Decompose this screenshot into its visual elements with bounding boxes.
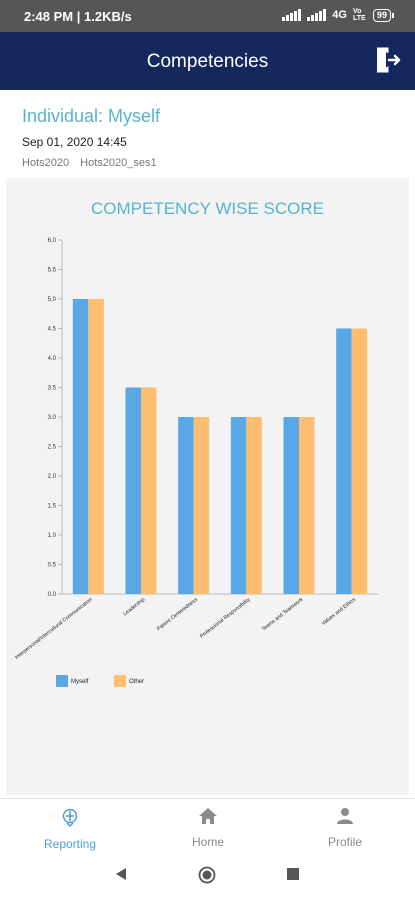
bar-myself [336,328,352,594]
bar-myself [72,299,89,594]
legend-swatch-myself [56,675,68,687]
network-type: 4G [332,9,347,21]
back-icon[interactable] [113,866,129,882]
bar-other [88,299,104,594]
page-title: Competencies [146,51,269,72]
bar-other [351,328,368,594]
nav-home[interactable]: Home [148,807,268,849]
system-nav-bar [0,853,415,900]
y-tick-label: 4.0 [48,356,57,362]
reporting-icon [62,808,78,828]
y-tick-label: 5.5 [48,268,57,274]
legend-label-other: Other [129,679,144,685]
bar-other [193,417,210,594]
individual-name: Individual: Myself [22,106,161,126]
signal-icon-2 [307,9,327,21]
nav-profile[interactable]: Profile [285,807,405,849]
x-tick-label: Leadership [122,597,146,618]
y-tick-label: 1.5 [48,504,57,510]
bar-other [141,387,157,594]
report-datetime: Sep 01, 2020 14:45 [22,135,127,149]
report-info: Individual: Myself Sep 01, 2020 14:45 Ho… [22,106,165,169]
nav-profile-label: Profile [327,835,362,849]
session-tags: Hots2020 Hots2020_ses1 [22,157,165,169]
status-time: 2:48 PM | 1.2KB/s [24,9,132,24]
x-tick-label: Professional Responsibility [199,597,252,640]
bar-other [299,417,315,594]
home-circle-icon[interactable] [198,866,216,884]
chart-card: COMPETENCY WISE SCORE 0.0 0.5 1.0 1.5 2.0 2.5… [6,178,409,795]
competency-bar-chart: 0.0 0.5 1.0 1.5 2.0 2.5 3.0 3.5 4.0 4.5 5.0 5.5 6.0 I… [14,238,378,687]
nav-home-label: Home [191,835,224,849]
battery-icon: 99 [372,8,395,22]
tag-session: Hots2020_ses1 [80,157,157,169]
bar-myself [283,417,299,594]
volte-indicator: Vo LTE [352,8,366,22]
logout-icon[interactable] [373,45,403,75]
y-tick-label: 4.5 [48,327,57,333]
x-tick-label: Interpersonal/Intercultural Communicatio… [14,597,94,661]
profile-icon [337,808,353,824]
y-tick-label: 3.0 [48,415,57,421]
y-tick-label: 3.5 [48,386,57,392]
x-tick-label: Teams and Teamwork [261,597,305,633]
recents-icon[interactable] [286,867,300,881]
y-tick-label: 0.0 [48,592,57,598]
x-tick-label: Values and Ethics [321,597,357,627]
bar-myself [125,387,141,594]
bar-other [246,417,262,594]
y-tick-label: 1.0 [48,533,57,539]
legend-label-myself: Myself [71,679,89,685]
tag-event: Hots2020 [22,157,70,169]
y-tick-label: 2.0 [48,474,57,480]
nav-reporting-label: Reporting [43,837,97,851]
y-tick-label: 0.5 [48,563,57,569]
chart-title: COMPETENCY WISE SCORE [91,199,324,218]
status-bar: 2:48 PM | 1.2KB/s 4G Vo LTE 99 [0,0,415,32]
app-bar: Competencies [0,32,415,90]
y-tick-label: 5.0 [48,297,57,303]
signal-icon [282,9,302,21]
bar-myself [230,417,247,594]
bar-myself [178,417,194,594]
legend-swatch-other [114,675,126,687]
y-tick-label: 2.5 [48,445,57,451]
bottom-nav: Reporting Home Profile [0,798,415,853]
status-icons: 4G Vo LTE 99 [282,8,395,22]
home-icon [199,808,217,824]
y-tick-label: 6.0 [48,238,57,244]
nav-reporting[interactable]: Reporting [10,807,130,851]
x-tick-label: Patient Centeredness [156,597,199,633]
